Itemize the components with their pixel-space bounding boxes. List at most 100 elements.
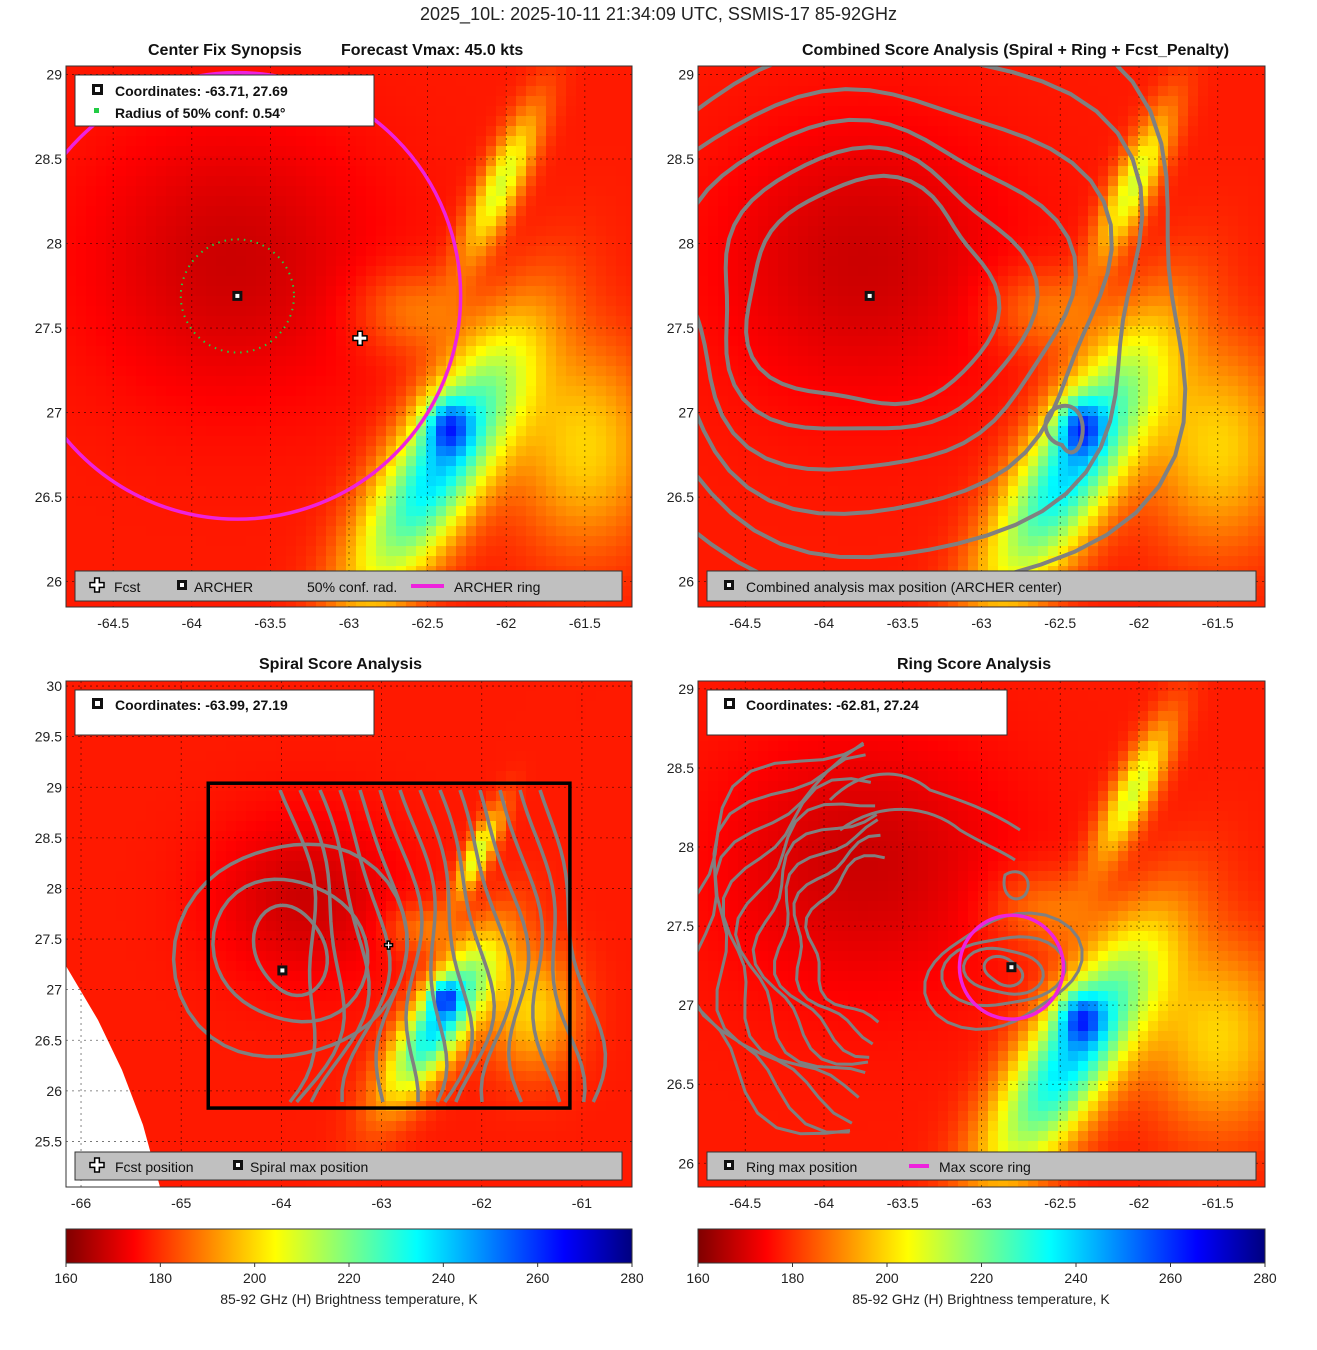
y-tick-label: 26.5 — [35, 489, 62, 505]
x-tick-label: -64 — [182, 615, 202, 631]
y-tick-label: 26 — [678, 574, 694, 590]
panel-spiral: Spiral Score Analysis -66 -65 -64 -63 -62 -61… — [35, 656, 633, 1211]
colorbar-tick-label: 220 — [970, 1270, 994, 1286]
x-tick-label: -64 — [271, 1195, 291, 1211]
x-tick-label: -63 — [971, 1195, 991, 1211]
x-tick-label: -63 — [971, 615, 991, 631]
ring-title: Ring Score Analysis — [897, 656, 1051, 673]
colorbar-left-ticks: 160 180 200 220 240 260 280 — [54, 1263, 644, 1286]
spiral-search-box — [206, 781, 572, 1110]
x-tick-label: -63.5 — [254, 615, 286, 631]
y-tick-label: 28.5 — [35, 830, 62, 846]
spiral-plot-border — [65, 680, 633, 1188]
x-tick-label: -62 — [496, 615, 516, 631]
y-tick-label: 26.5 — [667, 1076, 694, 1092]
panel-synopsis: Center Fix Synopsis Forecast Vmax: 45.0 … — [35, 42, 633, 631]
x-tick-label: -61 — [572, 1195, 592, 1211]
x-tick-label: -62 — [472, 1195, 492, 1211]
x-tick-label: -63.5 — [887, 615, 919, 631]
colorbar-tick-label: 260 — [526, 1270, 550, 1286]
max-score-ring — [957, 913, 1066, 1021]
conf-radius-circle — [179, 238, 295, 354]
colorbar-tick-label: 200 — [875, 1270, 899, 1286]
ring-contour-line — [962, 946, 1045, 996]
x-tick-label: -62.5 — [1044, 615, 1076, 631]
spiral-x-ticks: -66 -65 -64 -63 -62 -61 — [71, 1195, 592, 1211]
legend-archer: ARCHER — [194, 579, 253, 595]
y-tick-label: 28 — [46, 880, 62, 896]
panel-ring: Ring Score Analysis -64.5 -64 -63.5 -63 -62.… — [667, 656, 1266, 1211]
colorbar-right-label: 85-92 GHz (H) Brightness temperature, K — [852, 1291, 1110, 1307]
colorbar-tick-label: 280 — [620, 1270, 644, 1286]
combined-contour-line — [698, 87, 1114, 516]
spiral-contour-line — [518, 789, 587, 1103]
ring-contour-line — [940, 935, 1067, 1008]
colorbar-right: 160 180 200 220 240 260 280 85-92 GHz (H) Brig… — [686, 1228, 1277, 1307]
archer-ring — [66, 70, 463, 521]
ring-contour-line — [698, 741, 865, 1134]
combined-contour-line — [723, 145, 1040, 431]
ring-x-ticks: -64.5 -64 -63.5 -63 -62.5 -62 -61.5 — [729, 1195, 1234, 1211]
y-tick-label: 29 — [46, 66, 62, 82]
spiral-grid — [66, 681, 632, 1187]
spiral-coordinates: Coordinates: -63.99, 27.19 — [115, 697, 288, 713]
y-tick-label: 29 — [678, 66, 694, 82]
ring-contour-line — [923, 911, 1084, 1031]
y-tick-label: 26.5 — [35, 1032, 62, 1048]
ring-contour-line — [751, 813, 878, 1066]
combined-hotspot-contour — [1043, 403, 1085, 455]
y-tick-label: 30 — [46, 678, 62, 694]
legend-fcst-icon — [89, 577, 105, 593]
x-tick-label: -65 — [171, 1195, 191, 1211]
colorbar-tick-label: 240 — [432, 1270, 456, 1286]
y-tick-label: 26 — [46, 574, 62, 590]
y-tick-label: 27.5 — [667, 320, 694, 336]
y-tick-label: 29 — [678, 681, 694, 697]
spiral-contour-line — [378, 789, 424, 1103]
x-tick-label: -62 — [1129, 615, 1149, 631]
combined-contour-line — [698, 66, 1145, 560]
y-tick-label: 29 — [46, 779, 62, 795]
x-tick-label: -61.5 — [1202, 1195, 1234, 1211]
legend-archer-ring: ARCHER ring — [454, 579, 540, 595]
y-tick-label: 27 — [678, 405, 694, 421]
spiral-contour-line — [498, 789, 562, 1103]
ring-contour-line — [804, 854, 886, 1024]
x-tick-label: -62.5 — [1044, 1195, 1076, 1211]
ring-contour-line — [828, 772, 1021, 862]
x-tick-label: -64.5 — [729, 1195, 761, 1211]
y-tick-label: 28 — [678, 839, 694, 855]
y-tick-label: 26 — [46, 1083, 62, 1099]
x-tick-label: -64.5 — [97, 615, 129, 631]
spiral-contours — [171, 789, 608, 1104]
legend-ring-max: Ring max position — [746, 1159, 857, 1175]
marker-center-dot — [235, 293, 240, 298]
figure-title: 2025_10L: 2025-10-11 21:34:09 UTC, SSMIS… — [420, 4, 897, 24]
legend-fcst-position: Fcst position — [115, 1159, 194, 1175]
x-tick-label: -61.5 — [1202, 615, 1234, 631]
y-tick-label: 26 — [678, 1155, 694, 1171]
y-tick-label: 27 — [678, 997, 694, 1013]
x-tick-label: -61.5 — [569, 615, 601, 631]
colorbar-tick-label: 160 — [54, 1270, 78, 1286]
legend-max-score-ring: Max score ring — [939, 1159, 1031, 1175]
x-tick-label: -64 — [814, 1195, 834, 1211]
colorbar-left-label: 85-92 GHz (H) Brightness temperature, K — [220, 1291, 478, 1307]
marker-center-dot — [867, 293, 872, 298]
y-tick-label: 27 — [46, 405, 62, 421]
spiral-fcst-marker — [383, 940, 394, 950]
x-tick-label: -62 — [1129, 1195, 1149, 1211]
ring-contour-line — [713, 753, 866, 1125]
colorbar-tick-label: 240 — [1064, 1270, 1088, 1286]
combined-title: Combined Score Analysis (Spiral + Ring +… — [802, 42, 1229, 59]
colorbar-tick-label: 220 — [337, 1270, 361, 1286]
colorbar-tick-label: 260 — [1159, 1270, 1183, 1286]
combined-y-ticks: 26 26.5 27 27.5 28 28.5 29 — [667, 66, 694, 589]
ring-plot-border — [697, 680, 1266, 1188]
x-tick-label: -62.5 — [412, 615, 444, 631]
y-tick-label: 28.5 — [667, 151, 694, 167]
y-tick-label: 28.5 — [667, 760, 694, 776]
y-tick-label: 25.5 — [35, 1133, 62, 1149]
ring-contour-line — [722, 777, 872, 1099]
ring-contour-line — [792, 833, 881, 1046]
